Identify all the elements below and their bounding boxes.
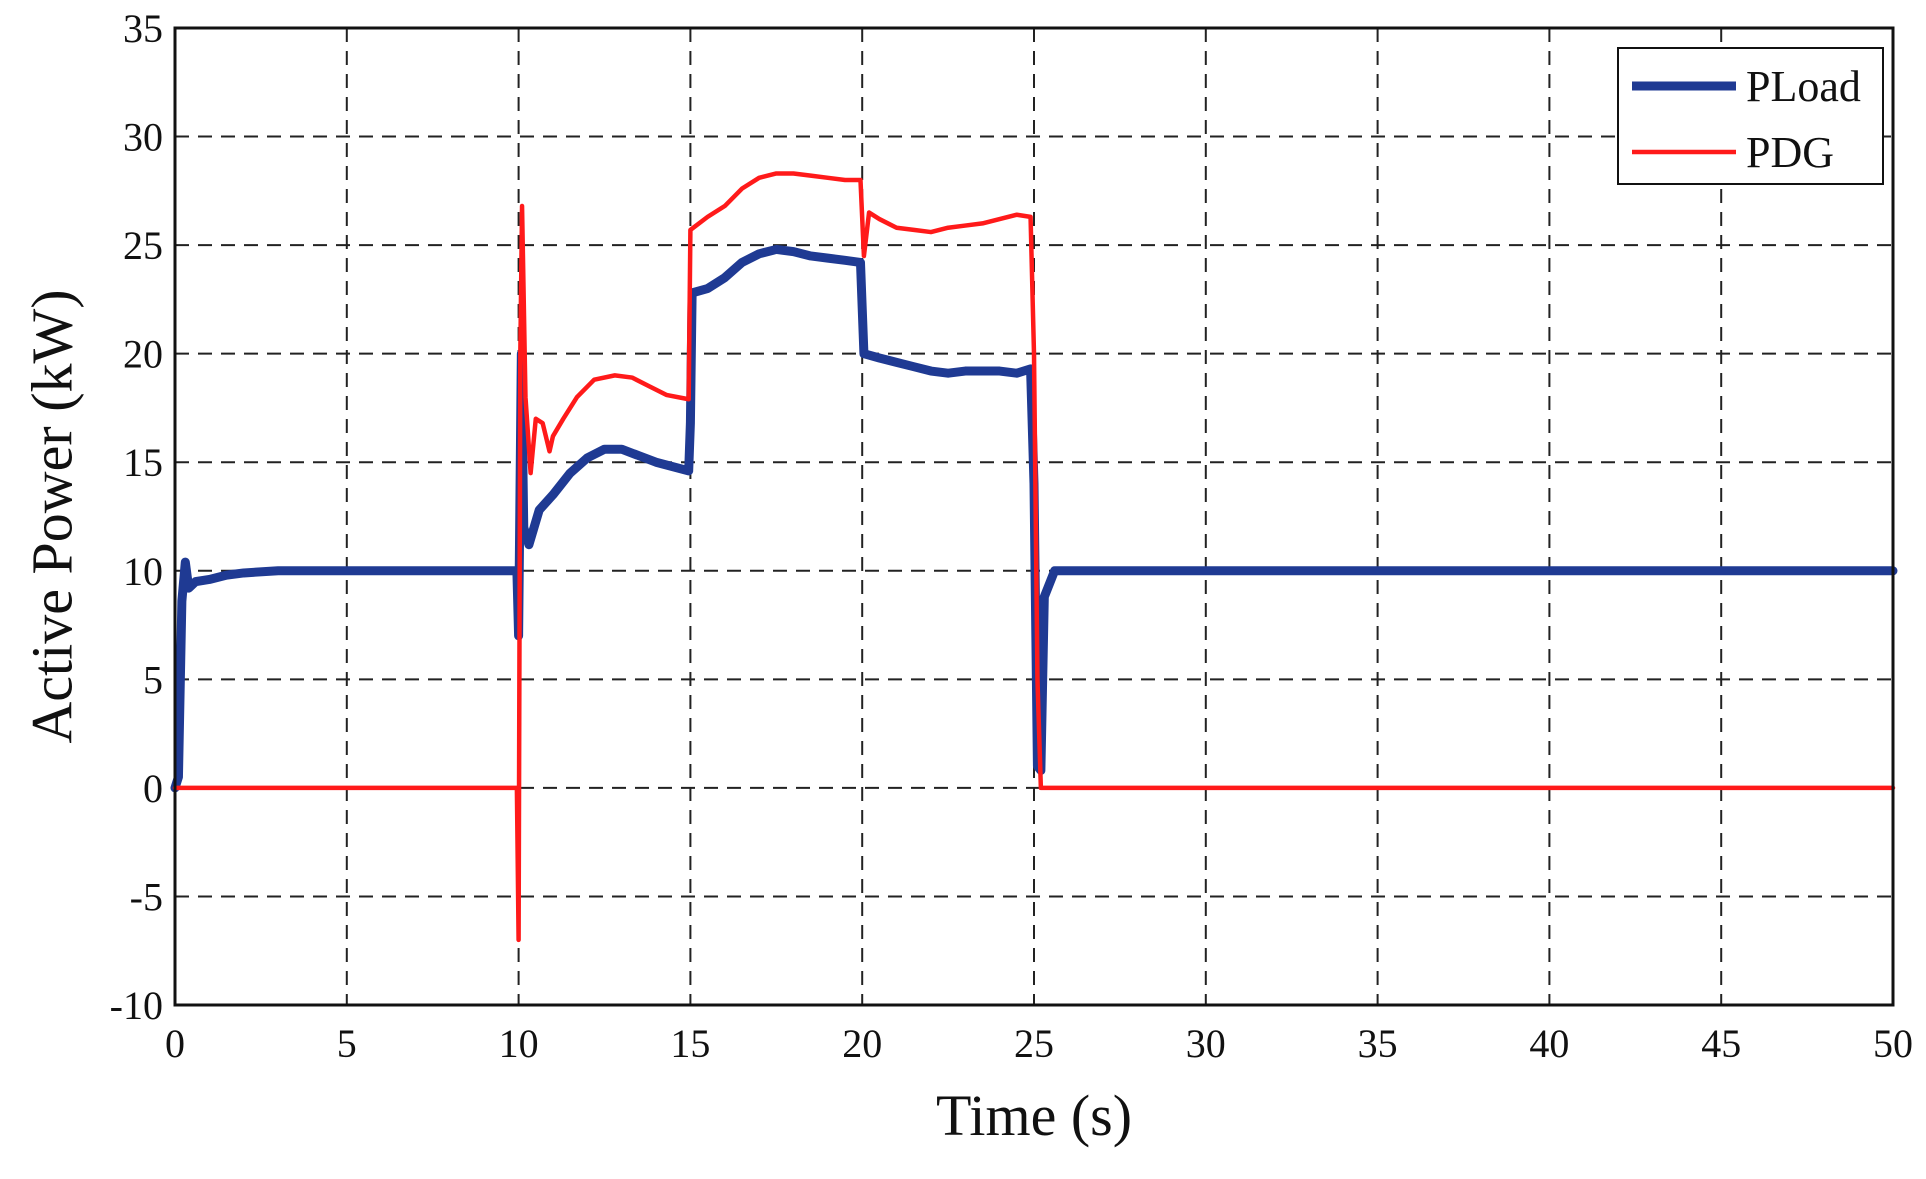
x-tick-label: 0 xyxy=(165,1021,185,1066)
y-tick-label: 5 xyxy=(143,657,163,702)
tick-layer: 0 5 10 15 20 25 30 35 40 45 50 -10 -5 0 5 10 15 20 25 30 35 xyxy=(110,6,1913,1066)
y-tick-label: 30 xyxy=(123,115,163,160)
y-tick-label: -5 xyxy=(130,874,163,919)
series-layer xyxy=(170,171,1898,943)
y-tick-label: -10 xyxy=(110,983,163,1028)
x-tick-label: 30 xyxy=(1186,1021,1226,1066)
x-tick-label: 45 xyxy=(1701,1021,1741,1066)
y-tick-label: 20 xyxy=(123,332,163,377)
y-tick-label: 35 xyxy=(123,6,163,51)
x-tick-label: 40 xyxy=(1529,1021,1569,1066)
x-tick-label: 5 xyxy=(337,1021,357,1066)
y-axis-title: Active Power (kW) xyxy=(19,289,84,743)
legend-label-pload: PLoad xyxy=(1746,62,1861,111)
legend-box xyxy=(1617,47,1884,185)
x-tick-label: 25 xyxy=(1014,1021,1054,1066)
x-tick-label: 50 xyxy=(1873,1021,1913,1066)
x-tick-label: 10 xyxy=(499,1021,539,1066)
y-tick-label: 10 xyxy=(123,549,163,594)
series-line-pload xyxy=(170,244,1898,793)
x-axis-title: Time (s) xyxy=(936,1083,1132,1148)
y-tick-label: 0 xyxy=(143,766,163,811)
y-tick-label: 25 xyxy=(123,223,163,268)
x-tick-label: 20 xyxy=(842,1021,882,1066)
legend: PLoad PDG xyxy=(1617,47,1884,185)
x-tick-label: 35 xyxy=(1358,1021,1398,1066)
series-line-pdg xyxy=(172,171,1896,943)
x-tick-label: 15 xyxy=(670,1021,710,1066)
legend-label-pdg: PDG xyxy=(1746,128,1834,177)
plot-frame xyxy=(173,26,1895,1007)
y-tick-label: 15 xyxy=(123,440,163,485)
